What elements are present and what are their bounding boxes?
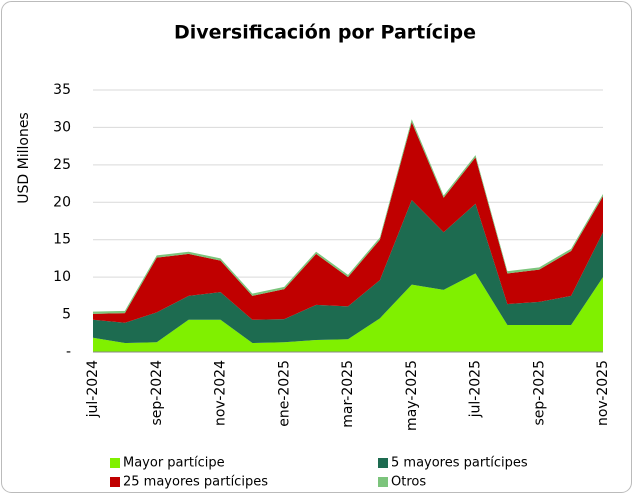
legend-swatch bbox=[378, 477, 388, 487]
x-tick-label: ene-2025 bbox=[276, 360, 292, 427]
x-tick-label: nov-2024 bbox=[213, 360, 229, 426]
x-tick-label: jul-2024 bbox=[85, 360, 101, 418]
x-tick-label: mar-2025 bbox=[340, 360, 356, 428]
chart-title: Diversificación por Partícipe bbox=[174, 22, 476, 44]
area bbox=[93, 273, 603, 352]
legend-swatch bbox=[110, 477, 120, 487]
y-axis-title: USD Millones bbox=[16, 112, 32, 203]
legend-label: 5 mayores partícipes bbox=[391, 456, 528, 471]
y-tick-label: 20 bbox=[53, 194, 71, 210]
x-tick-label: sep-2025 bbox=[531, 360, 547, 425]
y-tick-label: 5 bbox=[62, 307, 71, 323]
y-tick-label: 25 bbox=[53, 157, 71, 173]
area bbox=[93, 200, 603, 344]
y-tick-label: 10 bbox=[53, 269, 71, 285]
legend-label: 25 mayores partícipes bbox=[123, 475, 268, 490]
y-tick-label: 15 bbox=[53, 232, 71, 248]
legend-label: Otros bbox=[391, 475, 426, 490]
y-tick-label: 35 bbox=[53, 82, 71, 98]
y-tick-label: - bbox=[66, 344, 71, 360]
y-tick-label: 30 bbox=[53, 119, 71, 135]
x-tick-label: jul-2025 bbox=[468, 360, 484, 418]
legend-label: Mayor partícipe bbox=[123, 456, 225, 471]
legend-swatch bbox=[378, 458, 388, 468]
legend-swatch bbox=[110, 458, 120, 468]
area bbox=[93, 122, 603, 323]
x-tick-label: may-2025 bbox=[404, 360, 420, 431]
x-tick-label: sep-2024 bbox=[149, 360, 165, 426]
x-tick-label: nov-2025 bbox=[595, 360, 611, 426]
